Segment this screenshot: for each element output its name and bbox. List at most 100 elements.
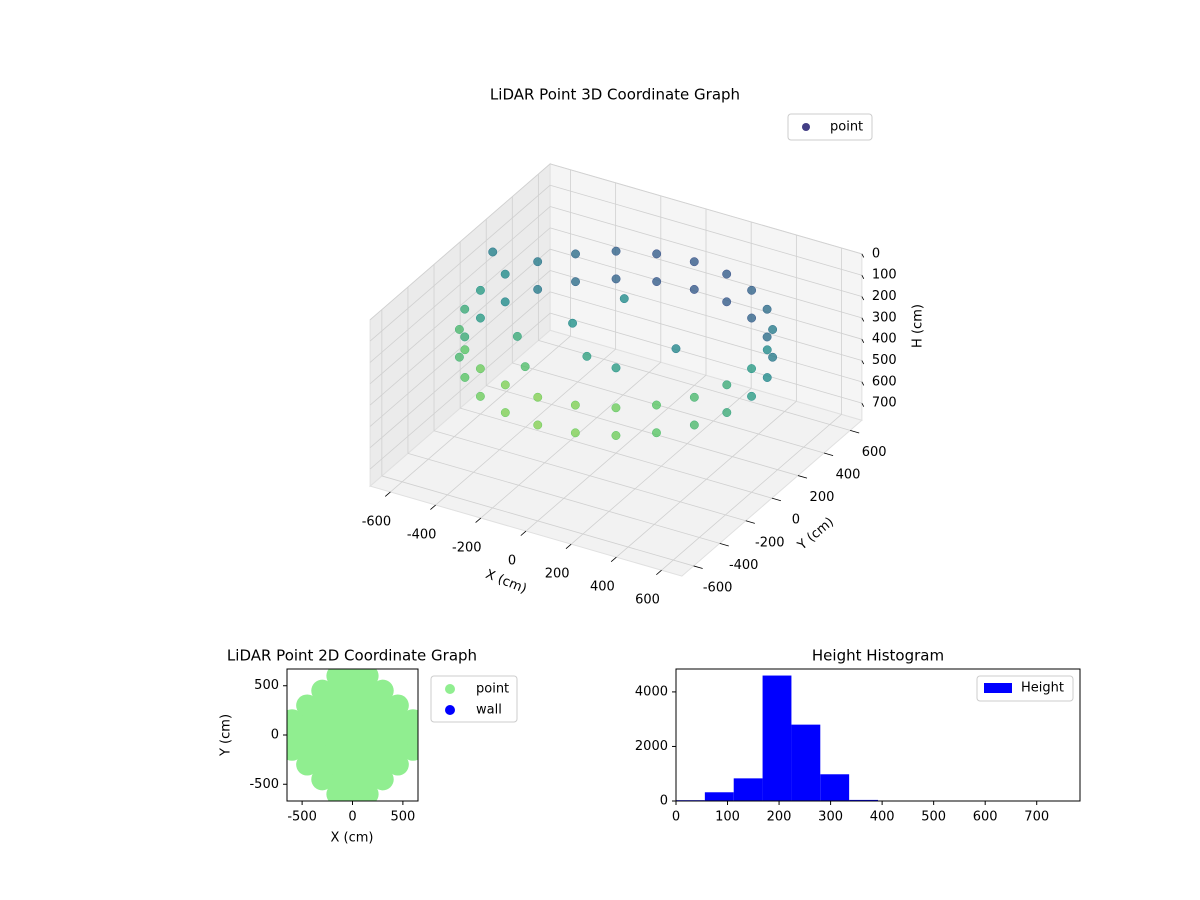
grid-line — [369, 206, 551, 363]
z-axis-label: H (cm) — [911, 304, 926, 348]
point — [652, 400, 661, 410]
tick-mark — [771, 497, 782, 502]
point — [533, 420, 543, 430]
legend-marker — [445, 684, 455, 694]
grid-line — [550, 227, 862, 319]
point — [386, 694, 409, 717]
point — [652, 277, 662, 287]
grid-line — [550, 291, 862, 383]
bar — [733, 778, 763, 801]
tick-mark — [719, 542, 729, 547]
tick-mark — [475, 517, 482, 523]
grid-line — [407, 452, 720, 544]
tick-mark — [861, 275, 865, 279]
point — [488, 247, 498, 257]
point — [747, 391, 756, 401]
x-tick-label: 100 — [715, 810, 740, 825]
y-tick-label: 0 — [660, 794, 668, 809]
bar — [762, 675, 792, 801]
x-tick-label: 0 — [348, 810, 356, 825]
legend-box — [976, 675, 1074, 702]
point — [500, 297, 510, 307]
point — [722, 408, 732, 417]
point — [611, 246, 621, 256]
point — [296, 694, 319, 717]
point — [689, 420, 699, 430]
grid-line — [369, 270, 551, 427]
point — [747, 364, 756, 374]
point — [311, 679, 334, 702]
legend-label: point — [830, 120, 863, 135]
point — [652, 249, 662, 259]
z-tick-label: 600 — [872, 374, 897, 389]
point — [570, 428, 580, 438]
x-tick-label: 0 — [508, 554, 516, 569]
x-tick-label: 0 — [672, 810, 680, 825]
x-tick-label: 400 — [590, 580, 615, 595]
tick-mark — [384, 491, 391, 497]
y-tick-label: 0 — [792, 513, 800, 528]
point — [762, 345, 772, 355]
y-axis-label: Y (cm) — [219, 714, 234, 757]
point — [460, 345, 470, 355]
point — [500, 380, 510, 390]
bar — [820, 774, 850, 801]
point — [371, 679, 394, 702]
x-tick-label: 600 — [973, 810, 998, 825]
point — [570, 400, 580, 410]
tick-mark — [610, 556, 617, 563]
point — [768, 325, 778, 334]
point — [533, 284, 543, 294]
point — [512, 331, 522, 341]
tick-mark — [861, 296, 865, 301]
point — [582, 351, 592, 361]
point — [500, 408, 510, 418]
legend-marker — [445, 705, 455, 715]
point — [476, 313, 485, 323]
tick-mark — [565, 543, 572, 549]
point — [722, 380, 732, 390]
point — [762, 373, 772, 382]
point — [611, 431, 621, 440]
legend-marker — [802, 123, 810, 131]
tick-mark — [861, 381, 865, 386]
point — [689, 284, 699, 294]
point — [533, 257, 543, 267]
z-tick-label: 400 — [872, 332, 897, 347]
tick-mark — [861, 360, 865, 365]
point — [460, 332, 470, 342]
x-axis-label: X (cm) — [331, 831, 374, 846]
tick-mark — [861, 339, 865, 343]
point — [475, 364, 485, 374]
y-tick-label: -600 — [703, 580, 733, 595]
x-tick-label: 700 — [1024, 810, 1049, 825]
point — [722, 297, 732, 307]
x-tick-label: -200 — [452, 541, 482, 556]
legend-patch — [984, 683, 1012, 693]
chart-title: Height Histogram — [812, 647, 944, 665]
point — [500, 269, 510, 279]
y-tick-label: 600 — [862, 445, 887, 460]
tick-mark — [430, 504, 436, 510]
legend-label: wall — [476, 703, 502, 718]
legend-box — [787, 113, 873, 141]
tick-mark — [861, 317, 865, 322]
z-tick-label: 300 — [872, 310, 897, 325]
z-tick-label: 700 — [872, 396, 897, 411]
tick-mark — [693, 565, 703, 569]
grid-line — [381, 475, 694, 567]
grid-line — [550, 248, 862, 340]
chart-title: LiDAR Point 2D Coordinate Graph — [227, 647, 477, 665]
point — [476, 285, 485, 295]
tick-mark — [850, 430, 860, 434]
z-tick-label: 100 — [872, 268, 897, 283]
y-tick-label: -200 — [755, 535, 785, 550]
point — [762, 332, 772, 342]
point — [689, 257, 699, 267]
point — [454, 352, 464, 362]
x-tick-label: 400 — [870, 810, 895, 825]
point — [762, 304, 772, 314]
point — [356, 669, 379, 687]
point — [533, 392, 543, 402]
